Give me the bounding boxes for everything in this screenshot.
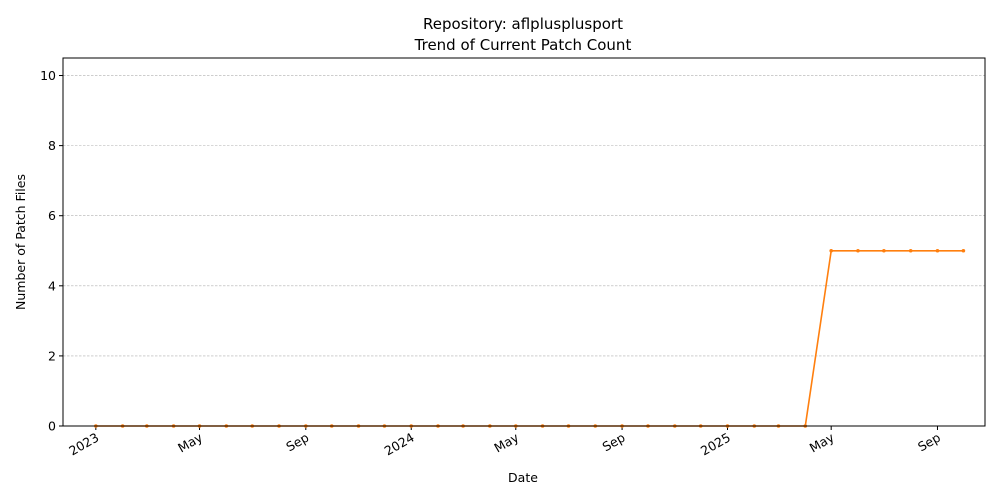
y-grid [63, 75, 985, 357]
x-tick-label: Sep [283, 430, 311, 455]
y-tick-label: 6 [48, 208, 56, 223]
data-point [961, 248, 966, 253]
x-tick-label: May [491, 429, 521, 455]
data-point [829, 248, 833, 253]
y-tick-label: 8 [48, 138, 56, 153]
plot-frame [62, 57, 986, 427]
x-tick-label: Sep [915, 430, 943, 455]
x-tick-label: May [807, 429, 837, 455]
chart-title: Repository: aflplusplusport [423, 15, 623, 33]
data-point [935, 248, 940, 253]
x-tick-label: Sep [600, 430, 628, 455]
x-tick-label: 2025 [698, 430, 733, 459]
series-markers [94, 248, 966, 428]
y-tick-label: 0 [48, 419, 56, 434]
data-point [908, 248, 913, 253]
y-tick-label: 4 [48, 278, 56, 293]
x-tick-label: May [175, 429, 205, 455]
chart-subtitle: Trend of Current Patch Count [414, 36, 632, 54]
y-tick-label: 2 [48, 348, 56, 363]
x-axis-label: Date [508, 470, 538, 485]
x-tick-label: 2024 [382, 430, 417, 459]
y-axis-ticks: 0 2 4 6 8 10 [40, 68, 63, 434]
y-axis-label: Number of Patch Files [13, 174, 28, 310]
data-point [882, 248, 886, 253]
data-point [856, 248, 860, 253]
series-line [95, 250, 964, 427]
x-tick-label: 2023 [66, 430, 101, 459]
y-tick-label: 10 [40, 68, 56, 83]
x-axis-ticks: 2023 May Sep 2024 May Sep 2025 May Sep [66, 426, 943, 459]
